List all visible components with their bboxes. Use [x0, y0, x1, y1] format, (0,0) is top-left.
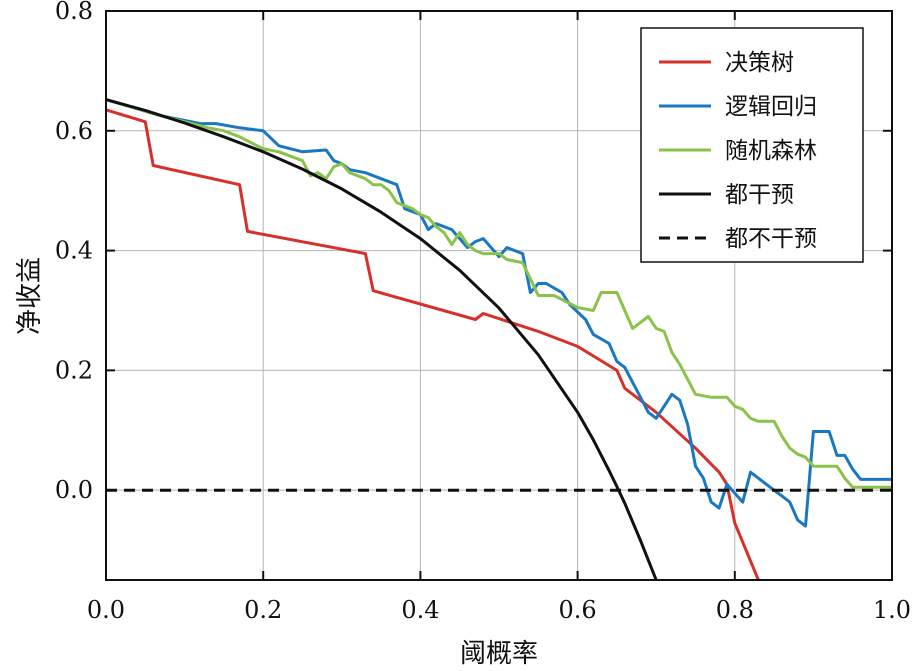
y-tick-label: 0.4 [55, 237, 93, 265]
y-tick-label: 0.0 [55, 476, 93, 504]
series-line [106, 98, 892, 489]
legend-label: 都不干预 [725, 226, 817, 252]
legend-label: 逻辑回归 [725, 94, 817, 120]
y-axis-label: 净收益 [15, 257, 45, 335]
x-tick-labels: 0.0 0.2 0.4 0.6 0.8 1.0 [87, 596, 911, 624]
x-axis-label: 阈概率 [460, 639, 538, 669]
x-tick-label: 0.8 [716, 596, 754, 624]
legend-label: 都干预 [725, 182, 794, 208]
legend-label: 随机森林 [725, 138, 817, 164]
series-line [106, 108, 760, 580]
y-tick-label: 0.2 [55, 356, 93, 384]
x-tick-label: 0.2 [244, 596, 282, 624]
x-tick-label: 1.0 [873, 596, 911, 624]
x-tick-label: 0.6 [559, 596, 597, 624]
legend-label: 决策树 [725, 50, 794, 76]
y-tick-label: 0.6 [55, 117, 93, 145]
plot-frame [105, 10, 893, 581]
x-tick-label: 0.4 [401, 596, 439, 624]
x-tick-label: 0.0 [87, 596, 125, 624]
series-lines [106, 98, 892, 580]
y-tick-label: 0.8 [55, 0, 93, 25]
series-line [106, 98, 658, 580]
legend-box [640, 27, 864, 263]
y-tick-labels: 0.0 0.2 0.4 0.6 0.8 [55, 0, 93, 504]
